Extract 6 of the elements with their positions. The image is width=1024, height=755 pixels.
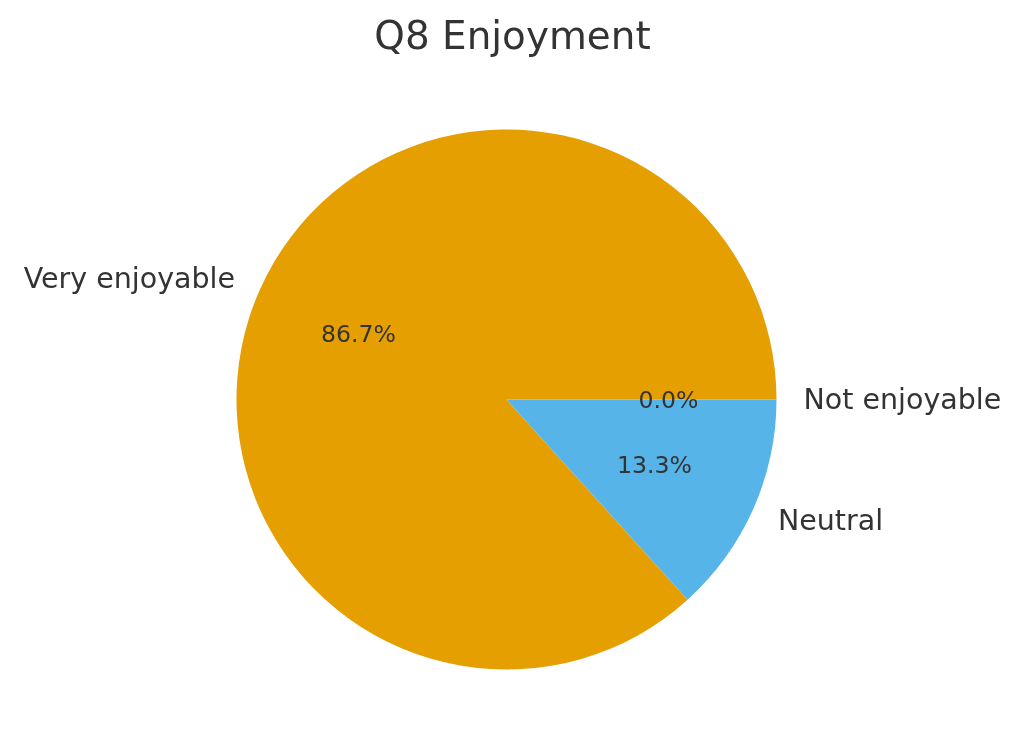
data-label: 86.7% [320,319,396,348]
category-label: Not enjoyable [803,383,1002,416]
data-label: 13.3% [617,451,693,480]
slice-label: Very enjoyable [23,262,236,296]
slice-label: Neutral [777,503,884,537]
chart-title: Q8 Enjoyment [374,13,651,58]
